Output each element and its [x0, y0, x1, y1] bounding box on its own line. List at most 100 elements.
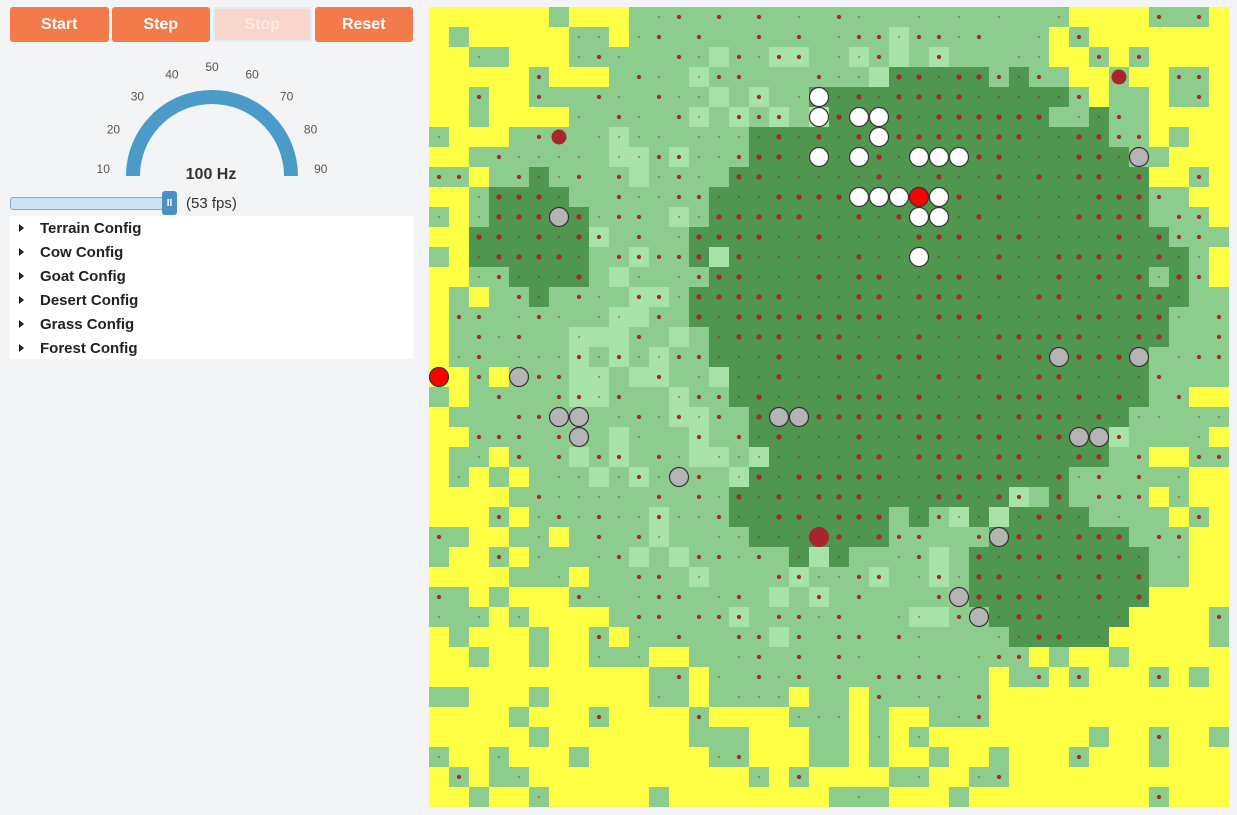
terrain-cell — [1209, 267, 1229, 288]
food-dot — [678, 216, 680, 218]
food-dot — [916, 334, 922, 340]
cow-agent[interactable] — [1048, 346, 1070, 368]
desert-config-toggle[interactable]: Desert Config — [10, 288, 413, 312]
goat-config-toggle[interactable]: Goat Config — [10, 264, 413, 288]
food-dot — [756, 554, 762, 560]
slider-track[interactable] — [10, 197, 177, 210]
goat-agent[interactable] — [868, 106, 890, 128]
food-dot — [516, 214, 522, 220]
terrain-cell — [549, 607, 570, 628]
food-dot — [738, 396, 740, 398]
food-dot — [978, 336, 980, 338]
terrain-cell — [449, 627, 470, 648]
cow-agent[interactable] — [508, 366, 530, 388]
cow-config-toggle[interactable]: Cow Config — [10, 240, 413, 264]
cow-agent[interactable] — [1128, 146, 1150, 168]
goat-agent[interactable] — [948, 146, 970, 168]
food-dot — [798, 356, 800, 358]
food-dot — [956, 134, 962, 140]
terrain-cell — [989, 667, 1010, 688]
goat-agent[interactable] — [868, 186, 890, 208]
terrain-cell — [469, 27, 490, 48]
cow-agent[interactable] — [988, 526, 1010, 548]
hungry-agent[interactable] — [429, 366, 450, 388]
goat-agent[interactable] — [808, 86, 830, 108]
goat-agent[interactable] — [848, 186, 870, 208]
goat-agent[interactable] — [848, 106, 870, 128]
terrain-cell — [949, 527, 970, 548]
goat-agent[interactable] — [888, 186, 910, 208]
food-dot — [778, 276, 780, 278]
goat-agent[interactable] — [928, 186, 950, 208]
food-dot — [436, 174, 442, 180]
hungry-agent[interactable] — [908, 186, 930, 208]
terrain-cell — [1209, 747, 1229, 768]
terrain-cell — [869, 547, 890, 568]
food-dot — [1018, 96, 1020, 98]
cow-agent[interactable] — [768, 406, 790, 428]
food-dot — [1116, 234, 1122, 240]
terrain-cell — [989, 727, 1010, 748]
food-dot — [598, 316, 600, 318]
food-dot — [898, 36, 900, 38]
cow-agent[interactable] — [1128, 346, 1150, 368]
food-dot — [1036, 374, 1042, 380]
goat-agent[interactable] — [808, 146, 830, 168]
cow-agent[interactable] — [568, 406, 590, 428]
cow-agent[interactable] — [1068, 426, 1090, 448]
food-dot — [656, 614, 662, 620]
cow-agent[interactable] — [548, 206, 570, 228]
food-dot — [936, 674, 942, 680]
food-dot — [916, 234, 922, 240]
terrain-cell — [669, 127, 690, 148]
food-dot — [1078, 636, 1080, 638]
grass-config-toggle[interactable]: Grass Config — [10, 312, 413, 336]
speed-slider[interactable]: II — [10, 191, 180, 217]
terrain-cell — [629, 727, 650, 748]
terrain-cell — [569, 627, 590, 648]
cow-agent[interactable] — [548, 406, 570, 428]
expand-triangle-icon — [19, 344, 24, 352]
goat-agent[interactable] — [908, 246, 930, 268]
terrain-cell — [549, 747, 570, 768]
food-dot — [858, 336, 860, 338]
goat-agent[interactable] — [928, 206, 950, 228]
step-button[interactable]: Step — [111, 7, 210, 42]
food-dot — [1116, 394, 1122, 400]
terrain-cell — [649, 227, 670, 248]
reset-button[interactable]: Reset — [314, 7, 413, 42]
food-dot — [936, 314, 942, 320]
food-dot — [756, 414, 762, 420]
cow-agent[interactable] — [668, 466, 690, 488]
goat-agent[interactable] — [908, 206, 930, 228]
terrain-cell — [629, 447, 650, 468]
food-dot — [876, 454, 882, 460]
food-dot — [1098, 236, 1100, 238]
cow-agent[interactable] — [968, 606, 990, 628]
goat-agent[interactable] — [808, 106, 830, 128]
food-dot — [978, 656, 980, 658]
goat-agent[interactable] — [928, 146, 950, 168]
terrain-config-toggle[interactable]: Terrain Config — [10, 216, 413, 240]
forest-config-toggle[interactable]: Forest Config — [10, 336, 413, 360]
goat-agent[interactable] — [848, 146, 870, 168]
terrain-cell — [509, 127, 530, 148]
slider-handle[interactable]: II — [162, 191, 177, 215]
terrain-cell — [989, 27, 1010, 48]
food-dot — [878, 96, 880, 98]
food-dot — [776, 154, 782, 160]
cow-agent[interactable] — [1088, 426, 1110, 448]
goat-agent[interactable] — [908, 146, 930, 168]
food-dot — [956, 314, 962, 320]
stop-button[interactable]: Stop — [213, 7, 312, 42]
start-button[interactable]: Start — [10, 7, 109, 42]
cow-agent[interactable] — [788, 406, 810, 428]
food-dot — [758, 776, 760, 778]
simulation-map[interactable] — [429, 7, 1229, 807]
food-dot — [598, 376, 600, 378]
cow-agent[interactable] — [948, 586, 970, 608]
terrain-cell — [1089, 747, 1110, 768]
goat-agent[interactable] — [868, 126, 890, 148]
cow-agent[interactable] — [568, 426, 590, 448]
food-dot — [696, 614, 702, 620]
